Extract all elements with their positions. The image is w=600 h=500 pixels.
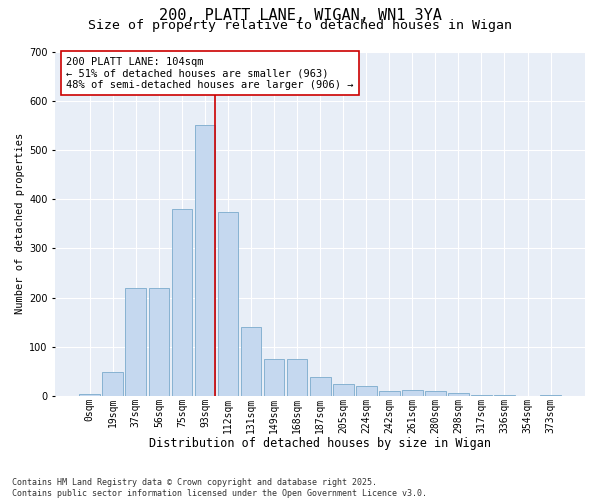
Bar	[149, 288, 169, 396]
Bar	[540, 394, 561, 396]
Bar	[287, 360, 307, 396]
Text: 200, PLATT LANE, WIGAN, WN1 3YA: 200, PLATT LANE, WIGAN, WN1 3YA	[158, 8, 442, 22]
Bar	[103, 372, 123, 396]
Bar	[310, 378, 331, 396]
Y-axis label: Number of detached properties: Number of detached properties	[15, 133, 25, 314]
Text: Size of property relative to detached houses in Wigan: Size of property relative to detached ho…	[88, 19, 512, 32]
Bar	[402, 390, 422, 396]
Bar	[264, 360, 284, 396]
Bar	[172, 209, 192, 396]
Bar	[218, 212, 238, 396]
Text: Contains HM Land Registry data © Crown copyright and database right 2025.
Contai: Contains HM Land Registry data © Crown c…	[12, 478, 427, 498]
Bar	[448, 392, 469, 396]
Bar	[494, 395, 515, 396]
Bar	[333, 384, 353, 396]
Bar	[125, 288, 146, 396]
Bar	[379, 392, 400, 396]
Bar	[194, 126, 215, 396]
Bar	[79, 394, 100, 396]
Bar	[425, 392, 446, 396]
Text: 200 PLATT LANE: 104sqm
← 51% of detached houses are smaller (963)
48% of semi-de: 200 PLATT LANE: 104sqm ← 51% of detached…	[66, 56, 353, 90]
Bar	[241, 328, 262, 396]
X-axis label: Distribution of detached houses by size in Wigan: Distribution of detached houses by size …	[149, 437, 491, 450]
Bar	[356, 386, 377, 396]
Bar	[471, 394, 492, 396]
